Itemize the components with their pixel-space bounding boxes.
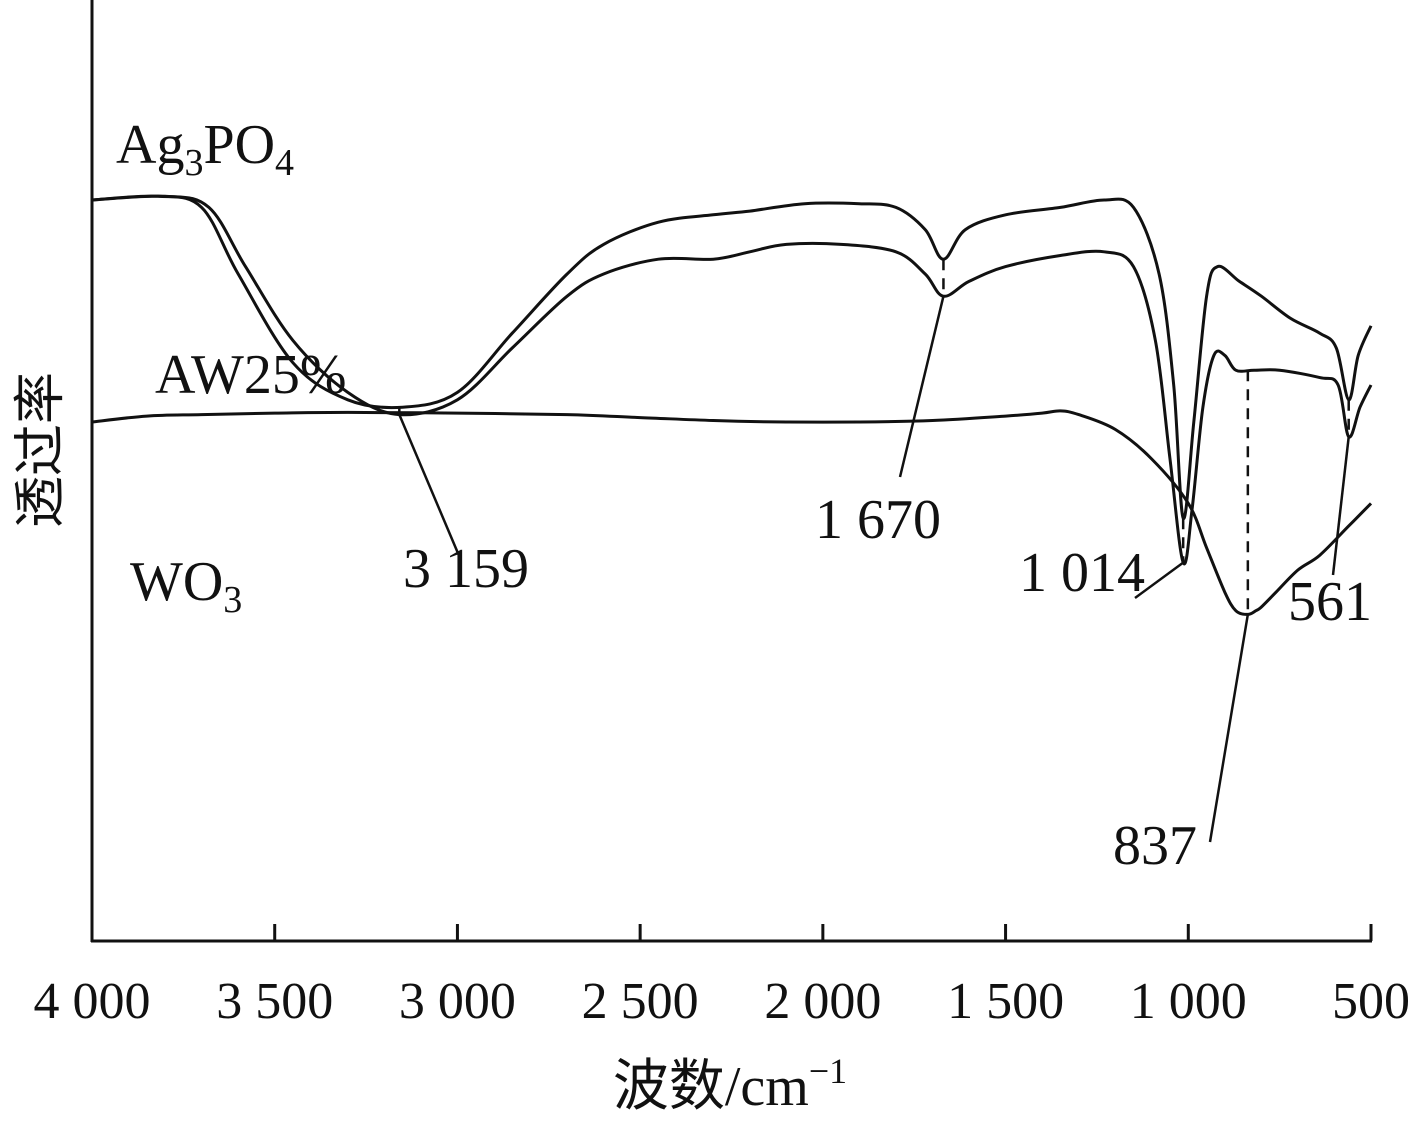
annotation-leader <box>398 414 462 559</box>
x-tick-label: 2 500 <box>582 973 699 1030</box>
x-tick-label: 500 <box>1332 973 1410 1030</box>
annotation-label: 561 <box>1288 571 1372 633</box>
series-label-aw25: AW25% <box>155 344 346 406</box>
x-ticks: 4 000 3 500 3 000 2 500 2 000 1 500 1 000 500 <box>34 924 1410 1030</box>
annotation-leader <box>1208 614 1250 843</box>
annotation-label: 1 014 <box>1019 542 1145 604</box>
annotation-label: 837 <box>1113 815 1197 877</box>
x-tick-label: 3 500 <box>216 973 333 1030</box>
x-tick-label: 2 000 <box>764 973 881 1030</box>
annotation-label: 3 159 <box>403 538 529 600</box>
annotation-label: 1 670 <box>815 489 941 551</box>
annotation-leader <box>1134 561 1184 600</box>
series-label-ag3po4: Ag3PO4 <box>116 114 294 184</box>
x-tick-label: 1 500 <box>947 973 1064 1030</box>
x-tick-label: 3 000 <box>399 973 516 1030</box>
x-tick-label: 4 000 <box>34 973 151 1030</box>
series-group <box>91 194 1373 616</box>
x-axis-label: 波数/cm−1 <box>613 1051 847 1118</box>
series-labels: Ag3PO4 AW25% WO3 <box>116 114 346 621</box>
series-line-aw25 <box>91 194 1373 566</box>
peak-annotations: 3 159 1 670 1 014 837 561 <box>398 295 1372 877</box>
series-label-wo3: WO3 <box>130 551 242 621</box>
series-line-ag3po4 <box>91 194 1373 520</box>
series-line-wo3 <box>91 409 1373 616</box>
x-tick-label: 1 000 <box>1130 973 1247 1030</box>
reference-lines <box>398 259 1350 615</box>
axes <box>90 0 1372 943</box>
annotation-leader <box>1331 436 1350 576</box>
y-axis-label: 透过率 <box>13 372 70 528</box>
annotation-leader <box>898 295 945 478</box>
